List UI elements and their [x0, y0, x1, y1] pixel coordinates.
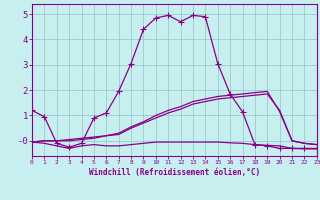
X-axis label: Windchill (Refroidissement éolien,°C): Windchill (Refroidissement éolien,°C): [89, 168, 260, 177]
